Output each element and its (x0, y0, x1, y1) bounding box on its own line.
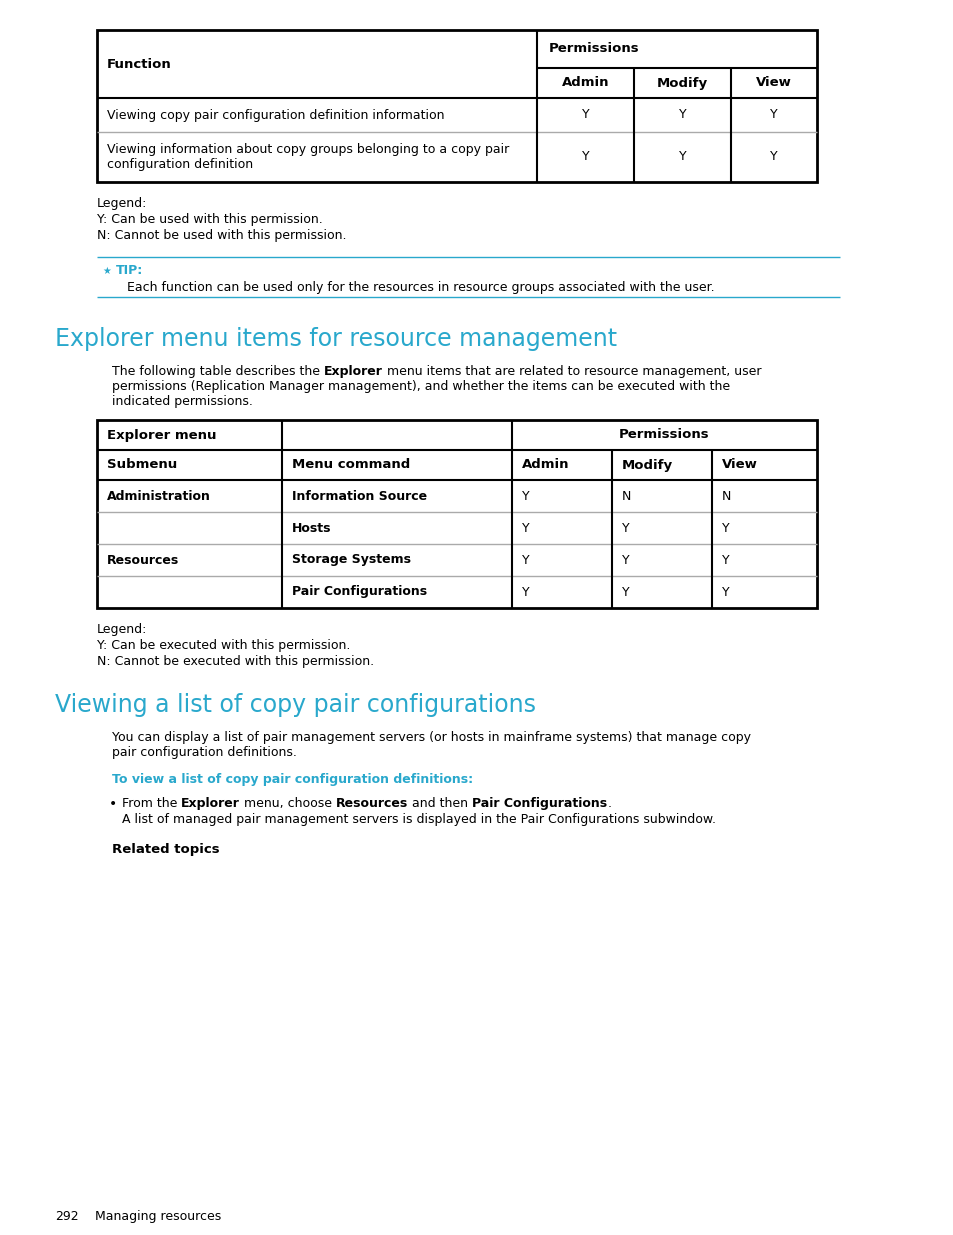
Text: Storage Systems: Storage Systems (292, 553, 411, 567)
Text: Explorer menu: Explorer menu (107, 429, 216, 441)
Text: Information Source: Information Source (292, 489, 427, 503)
Text: Administration: Administration (107, 489, 211, 503)
Text: TIP:: TIP: (116, 264, 143, 278)
Text: Resources: Resources (335, 797, 408, 810)
Text: N: Cannot be used with this permission.: N: Cannot be used with this permission. (97, 228, 346, 242)
Text: View: View (756, 77, 791, 89)
Text: Resources: Resources (107, 553, 179, 567)
Text: Y: Y (621, 585, 629, 599)
Text: Y: Y (769, 151, 777, 163)
Text: Y: Y (721, 521, 729, 535)
Text: Related topics: Related topics (112, 844, 219, 856)
Text: menu, choose: menu, choose (240, 797, 335, 810)
Text: pair configuration definitions.: pair configuration definitions. (112, 746, 296, 760)
Text: Y: Can be used with this permission.: Y: Can be used with this permission. (97, 212, 322, 226)
Text: N: N (621, 489, 631, 503)
Text: Y: Y (769, 109, 777, 121)
Text: Y: Y (581, 109, 589, 121)
Text: Admin: Admin (561, 77, 609, 89)
Text: •: • (109, 797, 117, 811)
Text: Y: Can be executed with this permission.: Y: Can be executed with this permission. (97, 638, 350, 652)
Text: Y: Y (521, 521, 529, 535)
Text: Y: Y (581, 151, 589, 163)
Text: Explorer: Explorer (324, 366, 382, 378)
Text: Function: Function (107, 58, 172, 70)
Text: Permissions: Permissions (548, 42, 639, 56)
Text: Viewing information about copy groups belonging to a copy pair
configuration def: Viewing information about copy groups be… (107, 143, 509, 170)
Text: Y: Y (621, 521, 629, 535)
Text: Viewing a list of copy pair configurations: Viewing a list of copy pair configuratio… (55, 693, 536, 718)
Text: From the: From the (122, 797, 181, 810)
Text: N: N (721, 489, 731, 503)
Text: Submenu: Submenu (107, 458, 177, 472)
Text: permissions (Replication Manager management), and whether the items can be execu: permissions (Replication Manager managem… (112, 380, 729, 393)
Text: Menu command: Menu command (292, 458, 410, 472)
Text: View: View (721, 458, 757, 472)
Text: Hosts: Hosts (292, 521, 331, 535)
Text: Viewing copy pair configuration definition information: Viewing copy pair configuration definiti… (107, 109, 444, 121)
Text: Permissions: Permissions (618, 429, 709, 441)
Text: Legend:: Legend: (97, 622, 147, 636)
Text: Each function can be used only for the resources in resource groups associated w: Each function can be used only for the r… (127, 280, 714, 294)
Text: N: Cannot be executed with this permission.: N: Cannot be executed with this permissi… (97, 655, 374, 668)
Bar (97, 30, 816, 182)
Text: Y: Y (721, 553, 729, 567)
Text: Modify: Modify (621, 458, 673, 472)
Text: Y: Y (521, 553, 529, 567)
Text: and then: and then (408, 797, 472, 810)
Text: Y: Y (621, 553, 629, 567)
Text: A list of managed pair management servers is displayed in the Pair Configuration: A list of managed pair management server… (122, 813, 716, 826)
Text: Y: Y (521, 489, 529, 503)
Text: Explorer: Explorer (181, 797, 240, 810)
Bar (97, 420, 816, 608)
Text: Modify: Modify (657, 77, 707, 89)
Text: The following table describes the: The following table describes the (112, 366, 324, 378)
Text: indicated permissions.: indicated permissions. (112, 395, 253, 408)
Text: To view a list of copy pair configuration definitions:: To view a list of copy pair configuratio… (112, 773, 473, 785)
Text: 292: 292 (55, 1210, 78, 1223)
Text: You can display a list of pair management servers (or hosts in mainframe systems: You can display a list of pair managemen… (112, 731, 750, 743)
Text: Admin: Admin (521, 458, 569, 472)
Text: Y: Y (521, 585, 529, 599)
Text: Legend:: Legend: (97, 198, 147, 210)
Text: Y: Y (678, 151, 685, 163)
Text: menu items that are related to resource management, user: menu items that are related to resource … (382, 366, 760, 378)
Text: Explorer menu items for resource management: Explorer menu items for resource managem… (55, 327, 617, 351)
Text: Pair Configurations: Pair Configurations (292, 585, 427, 599)
Text: ★: ★ (102, 266, 111, 275)
Text: Y: Y (721, 585, 729, 599)
Text: Managing resources: Managing resources (95, 1210, 221, 1223)
Text: Y: Y (678, 109, 685, 121)
Text: Pair Configurations: Pair Configurations (472, 797, 607, 810)
Text: .: . (607, 797, 611, 810)
